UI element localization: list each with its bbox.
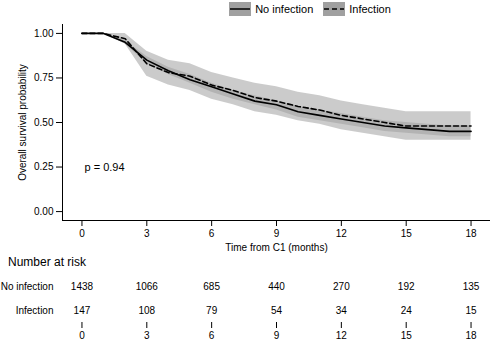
- svg-text:0.00: 0.00: [34, 206, 54, 217]
- svg-text:108: 108: [138, 305, 155, 316]
- svg-text:p = 0.94: p = 0.94: [85, 161, 125, 173]
- svg-text:34: 34: [336, 305, 348, 316]
- svg-text:12: 12: [336, 330, 348, 341]
- svg-text:1438: 1438: [71, 281, 94, 292]
- svg-text:15: 15: [401, 228, 413, 239]
- svg-text:24: 24: [401, 305, 413, 316]
- svg-text:54: 54: [271, 305, 283, 316]
- svg-text:192: 192: [398, 281, 415, 292]
- svg-text:No infection: No infection: [1, 281, 54, 292]
- html-text:Number at risk: Number at risk: [8, 255, 86, 269]
- svg-text:0.75: 0.75: [34, 72, 54, 83]
- svg-text:1066: 1066: [136, 281, 159, 292]
- svg-text:Overall survival probability: Overall survival probability: [17, 64, 28, 181]
- svg-text:9: 9: [274, 330, 280, 341]
- svg-text:0: 0: [79, 228, 85, 239]
- html-text:No infection: No infection: [255, 3, 314, 15]
- svg-text:18: 18: [465, 228, 477, 239]
- svg-text:0.50: 0.50: [34, 117, 54, 128]
- svg-text:12: 12: [336, 228, 348, 239]
- svg-text:270: 270: [333, 281, 350, 292]
- svg-text:9: 9: [274, 228, 280, 239]
- svg-text:6: 6: [209, 330, 215, 341]
- svg-text:1.00: 1.00: [34, 28, 54, 39]
- svg-text:Time from C1 (months): Time from C1 (months): [225, 242, 327, 253]
- svg-text:6: 6: [209, 228, 215, 239]
- html-text:Infection: Infection: [349, 3, 391, 15]
- svg-text:15: 15: [401, 330, 413, 341]
- svg-text:15: 15: [465, 305, 477, 316]
- svg-text:0.25: 0.25: [34, 161, 54, 172]
- svg-text:147: 147: [74, 305, 91, 316]
- svg-text:3: 3: [144, 330, 150, 341]
- svg-text:3: 3: [144, 228, 150, 239]
- svg-text:440: 440: [268, 281, 285, 292]
- svg-text:18: 18: [465, 330, 477, 341]
- svg-text:0: 0: [79, 330, 85, 341]
- svg-text:Infection: Infection: [16, 305, 54, 316]
- svg-text:135: 135: [463, 281, 480, 292]
- svg-text:685: 685: [203, 281, 220, 292]
- svg-text:79: 79: [206, 305, 218, 316]
